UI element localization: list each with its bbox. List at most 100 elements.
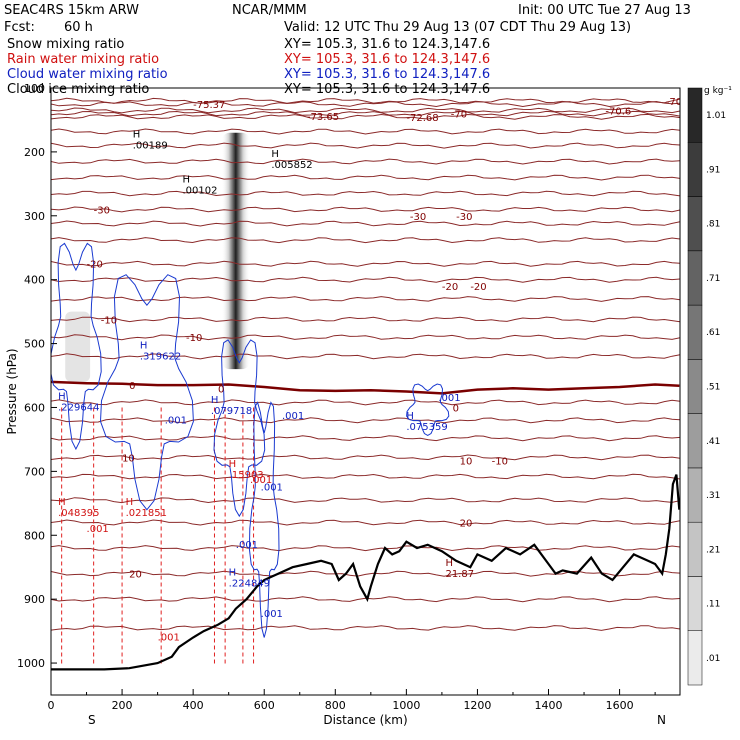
cloud-water-contour: [51, 242, 102, 451]
legend-label: Cloud water mixing ratio: [7, 67, 168, 82]
valid-time: Valid: 12 UTC Thu 29 Aug 13 (07 CDT Thu …: [284, 20, 631, 35]
colorbar-label: .21: [706, 545, 720, 555]
colorbar-label: .11: [706, 600, 720, 610]
y-tick-label: 500: [24, 338, 45, 351]
y-tick-label: 700: [24, 465, 45, 478]
temperature-contour-label: 20: [460, 518, 473, 529]
legend-label: Snow mixing ratio: [7, 37, 124, 52]
temperature-contour-label: -70: [451, 110, 467, 121]
max-marker-h: H: [58, 392, 66, 403]
x-tick-label: 200: [112, 699, 133, 712]
center-title: NCAR/MMM: [232, 3, 307, 18]
temperature-contour: [51, 190, 680, 197]
max-marker-h: H: [211, 395, 219, 406]
max-marker-value: .00189: [133, 141, 168, 152]
max-marker-value: .005852: [271, 160, 312, 171]
terrain-line: [51, 474, 680, 671]
temperature-contour: [51, 473, 680, 480]
temperature-contour: [51, 316, 680, 323]
max-marker-value: .224849: [229, 578, 270, 589]
temperature-contour: [51, 220, 680, 227]
legend-xy: XY= 105.3, 31.6 to 124.3,147.6: [284, 82, 490, 97]
temperature-contour-label: -10: [186, 333, 202, 344]
snow-mixing-shading: [65, 311, 91, 382]
contour-label: .001: [158, 633, 180, 644]
temperature-contour-label: 0: [453, 403, 459, 414]
left-end-label: S: [88, 713, 96, 727]
x-tick-label: 1200: [463, 699, 491, 712]
colorbar-label: .61: [706, 328, 720, 338]
temperature-contour: [51, 296, 680, 302]
colorbar-swatch: [687, 87, 703, 143]
freezing-level-line: [51, 380, 680, 395]
y-tick-label: 900: [24, 593, 45, 606]
temperature-contour: [51, 100, 680, 108]
temperature-contour: [51, 497, 680, 504]
max-marker-value: .021851: [126, 508, 167, 519]
y-axis-label: Pressure (hPa): [5, 348, 19, 434]
max-marker-h: H: [126, 497, 134, 508]
max-marker-value: .048395: [58, 508, 99, 519]
temperature-contour-label: -10: [101, 315, 117, 326]
colorbar-label: .71: [706, 274, 720, 284]
temperature-contour: [51, 435, 680, 442]
colorbar-swatch: [687, 250, 703, 306]
legend-label: Cloud ice mixing ratio: [7, 82, 149, 97]
contour-label: .001: [282, 411, 304, 422]
forecast-hours: 60 h: [64, 20, 93, 35]
temperature-contour-label: 20: [129, 570, 142, 581]
colorbar-swatch: [687, 576, 703, 631]
temperature-contour: [51, 237, 680, 244]
legend-xy: XY= 105.3, 31.6 to 124.3,147.6: [284, 67, 490, 82]
y-tick-label: 800: [24, 529, 45, 542]
temperature-contour: [51, 625, 680, 631]
temperature-contour-label: -30: [94, 205, 110, 216]
colorbar-label: .01: [706, 654, 720, 664]
contour-label: .001: [165, 415, 187, 426]
axes: 0 200 400 600 800 1000 1200 1400 160010020030040…: [5, 82, 681, 727]
temperature-contour: [51, 174, 680, 181]
temperature-contour-label: 10: [460, 457, 473, 468]
max-marker-value: 21.87: [445, 569, 474, 580]
x-axis-label: Distance (km): [323, 713, 407, 727]
init-time: Init: 00 UTC Tue 27 Aug 13: [518, 3, 691, 18]
max-marker-value: .079718: [211, 406, 252, 417]
temperature-contour: [51, 107, 680, 114]
temperature-contour-label: -70.6: [605, 106, 631, 117]
max-marker-h: H: [182, 174, 190, 185]
temperature-contour: [51, 570, 680, 577]
colorbar-label: .31: [706, 491, 720, 501]
contour-label: .001: [261, 483, 283, 494]
temperature-contour: [51, 260, 680, 267]
contour-label: .001: [438, 393, 460, 404]
temperature-contour-label: -75.37: [193, 100, 225, 111]
colorbar-swatch: [687, 359, 703, 414]
temperature-contour-label: 10: [122, 453, 135, 464]
max-marker-value: .075359: [406, 422, 447, 433]
max-marker-h: H: [140, 341, 148, 352]
max-marker-value: .229644: [58, 403, 99, 414]
x-tick-label: 800: [325, 699, 346, 712]
max-marker-h: H: [229, 459, 237, 470]
y-tick-label: 600: [24, 401, 45, 414]
temperature-contour-label: 0: [218, 384, 224, 395]
temperature-contour: [51, 113, 680, 120]
max-marker-h: H: [445, 558, 453, 569]
temperature-contour: [51, 142, 680, 149]
temperature-contour-label: -72.68: [406, 113, 438, 124]
temperature-contour: [51, 334, 680, 341]
temperature-contour: [51, 519, 680, 526]
x-tick-label: 400: [183, 699, 204, 712]
legend-label: Rain water mixing ratio: [7, 52, 159, 67]
colorbar-swatch: [687, 304, 703, 360]
colorbar-swatch: [687, 630, 703, 686]
colorbar-label: .51: [706, 383, 720, 393]
y-tick-label: 200: [24, 146, 45, 159]
legend-xy: XY= 105.3, 31.6 to 124.3,147.6: [284, 37, 490, 52]
max-marker-h: H: [406, 411, 414, 422]
colorbar-swatch: [687, 521, 703, 577]
max-marker-value: .319622: [140, 352, 181, 363]
colorbar-label: .81: [706, 220, 720, 230]
x-tick-label: 1000: [392, 699, 420, 712]
cloud-water-contour: [213, 339, 266, 518]
